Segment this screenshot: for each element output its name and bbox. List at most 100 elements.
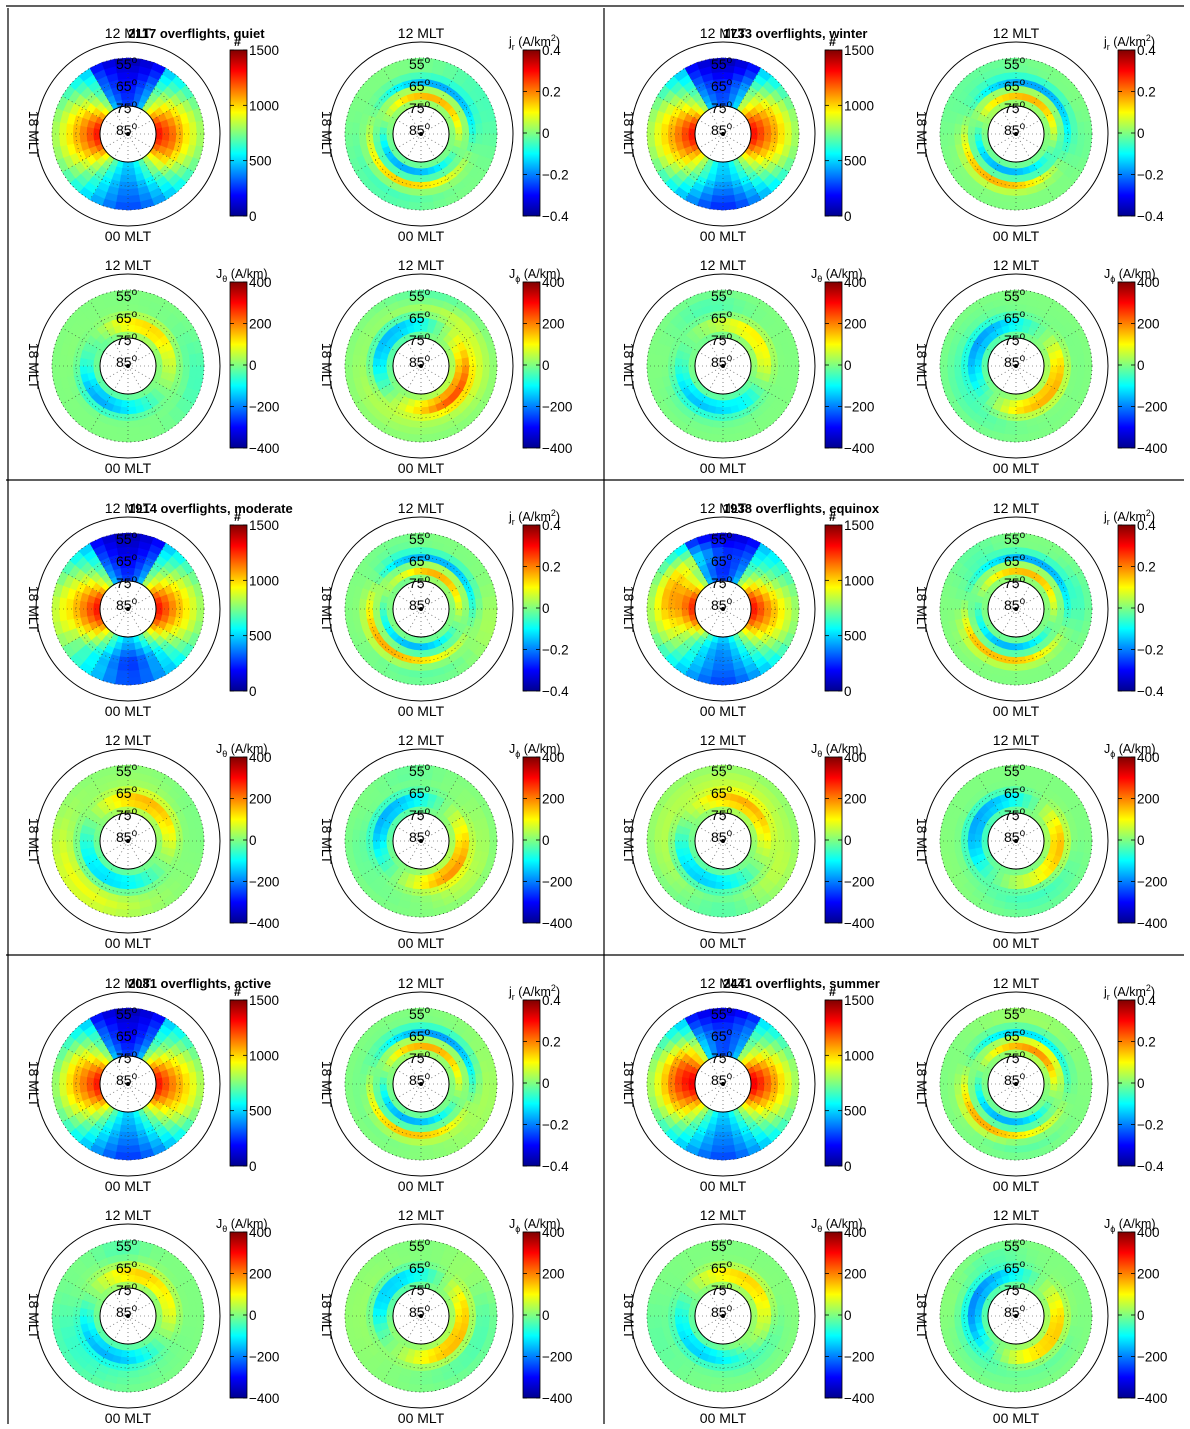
colorbar-tick-label: 1500 (249, 993, 279, 1008)
colorbar-label: # (829, 985, 836, 999)
colorbar-tick-label: 400 (249, 1225, 272, 1240)
mlt-gridline (89, 840, 129, 907)
colorbar-tick-label: −200 (1137, 1350, 1167, 1365)
block-title: 2441 overflights, summer (723, 976, 880, 991)
latitude-label: 65o (116, 1259, 138, 1276)
pole-dot (419, 364, 423, 368)
latitude-label: 75o (711, 1049, 733, 1066)
latitude-label: 55o (711, 1005, 733, 1022)
mlt-gridline (657, 95, 724, 135)
mlt-label-noon: 12 MLT (993, 257, 1040, 273)
mlt-label-midnight: 00 MLT (105, 1410, 152, 1426)
outer-boundary (630, 748, 816, 934)
polar-colormap (646, 1239, 800, 1393)
mlt-gridline (382, 1083, 422, 1150)
block-title: 2081 overflights, active (128, 976, 271, 991)
mlt-label-dusk: 18 MLT (26, 586, 42, 633)
colorbar-tick-label: −400 (542, 1391, 572, 1406)
latitude-label: 75o (116, 1049, 138, 1066)
colorbar-tick-label: −200 (844, 1350, 874, 1365)
colorbar-tick-label: 1000 (844, 1048, 874, 1063)
colorbar-tick-label: −200 (249, 400, 279, 415)
latitude-label: 75o (711, 806, 733, 823)
mlt-gridline (950, 802, 1017, 842)
mlt-gridline (950, 1083, 1017, 1123)
colorbar-label: # (234, 985, 241, 999)
mlt-label-noon: 12 MLT (105, 25, 152, 41)
latitude-label: 55o (409, 1005, 431, 1022)
polar-colormap (646, 1007, 800, 1161)
mlt-gridline (657, 802, 724, 842)
latitude-label: 85o (116, 121, 138, 138)
latitude-label: 55o (1004, 762, 1026, 779)
latitude-label: 75o (409, 99, 431, 116)
mlt-gridline (684, 133, 724, 200)
mlt-gridline (1015, 133, 1055, 200)
latitude-label: 85o (1004, 1303, 1026, 1320)
outer-boundary (630, 516, 816, 702)
latitude-label: 55o (711, 55, 733, 72)
mlt-gridline (127, 1277, 194, 1317)
inner-boundary (99, 1055, 157, 1113)
latitude-label: 85o (116, 596, 138, 613)
mlt-gridline (127, 1250, 167, 1317)
mlt-gridline (657, 840, 724, 880)
mlt-gridline (1015, 570, 1082, 610)
colorbar-tick-label: −400 (1137, 1391, 1167, 1406)
latitude-gridline (939, 1007, 1093, 1161)
mlt-gridline (1015, 608, 1055, 675)
mlt-gridline (1015, 327, 1082, 367)
mlt-gridline (420, 802, 487, 842)
colorbar-tick-label: −0.4 (1137, 684, 1164, 699)
mlt-gridline (684, 543, 724, 610)
colorbar-tick-label: −200 (844, 400, 874, 415)
mlt-label-noon: 12 MLT (700, 732, 747, 748)
latitude-label: 75o (711, 1281, 733, 1298)
colorbar-tick-label: 200 (249, 792, 272, 807)
mlt-gridline (684, 300, 724, 367)
colorbar-tick-label: −400 (249, 916, 279, 931)
mlt-gridline (127, 608, 167, 675)
colorbar-tick-label: 200 (249, 1267, 272, 1282)
mlt-label-dusk: 18 MLT (621, 1061, 637, 1108)
colorbar-tick-label: 200 (844, 1267, 867, 1282)
mlt-gridline (1015, 608, 1082, 648)
colorbar-tick-label: 0 (1137, 833, 1145, 848)
mlt-gridline (657, 1315, 724, 1355)
mlt-gridline (62, 570, 129, 610)
mlt-gridline (684, 775, 724, 842)
latitude-label: 55o (116, 55, 138, 72)
colorbar-tick-label: −0.4 (542, 209, 569, 224)
mlt-label-noon: 12 MLT (105, 975, 152, 991)
colorbar-tick-label: 400 (249, 750, 272, 765)
latitude-label: 55o (116, 1237, 138, 1254)
colorbar-label: # (829, 35, 836, 49)
latitude-label: 75o (711, 574, 733, 591)
mlt-gridline (722, 365, 762, 432)
mlt-label-noon: 12 MLT (993, 732, 1040, 748)
mlt-gridline (355, 133, 422, 173)
mlt-gridline (89, 365, 129, 432)
mlt-label-noon: 12 MLT (398, 975, 445, 991)
mlt-label-dusk: 18 MLT (319, 586, 335, 633)
mlt-gridline (420, 1315, 487, 1355)
mlt-label-noon: 12 MLT (398, 1207, 445, 1223)
colorbar-tick-label: 400 (542, 750, 565, 765)
colorbar-tick-label: 0 (844, 1308, 852, 1323)
latitude-label: 75o (711, 99, 733, 116)
mlt-gridline (722, 1315, 789, 1355)
colorbar-tick-label: −0.4 (542, 1159, 569, 1174)
latitude-label: 75o (1004, 1049, 1026, 1066)
mlt-gridline (420, 570, 487, 610)
colorbar-tick-label: 200 (542, 1267, 565, 1282)
colorbar-tick-label: −400 (1137, 916, 1167, 931)
mlt-label-noon: 12 MLT (993, 1207, 1040, 1223)
mlt-gridline (722, 1277, 789, 1317)
mlt-gridline (127, 133, 167, 200)
colorbar-label: Jϕ (A/km) (1104, 1217, 1156, 1234)
